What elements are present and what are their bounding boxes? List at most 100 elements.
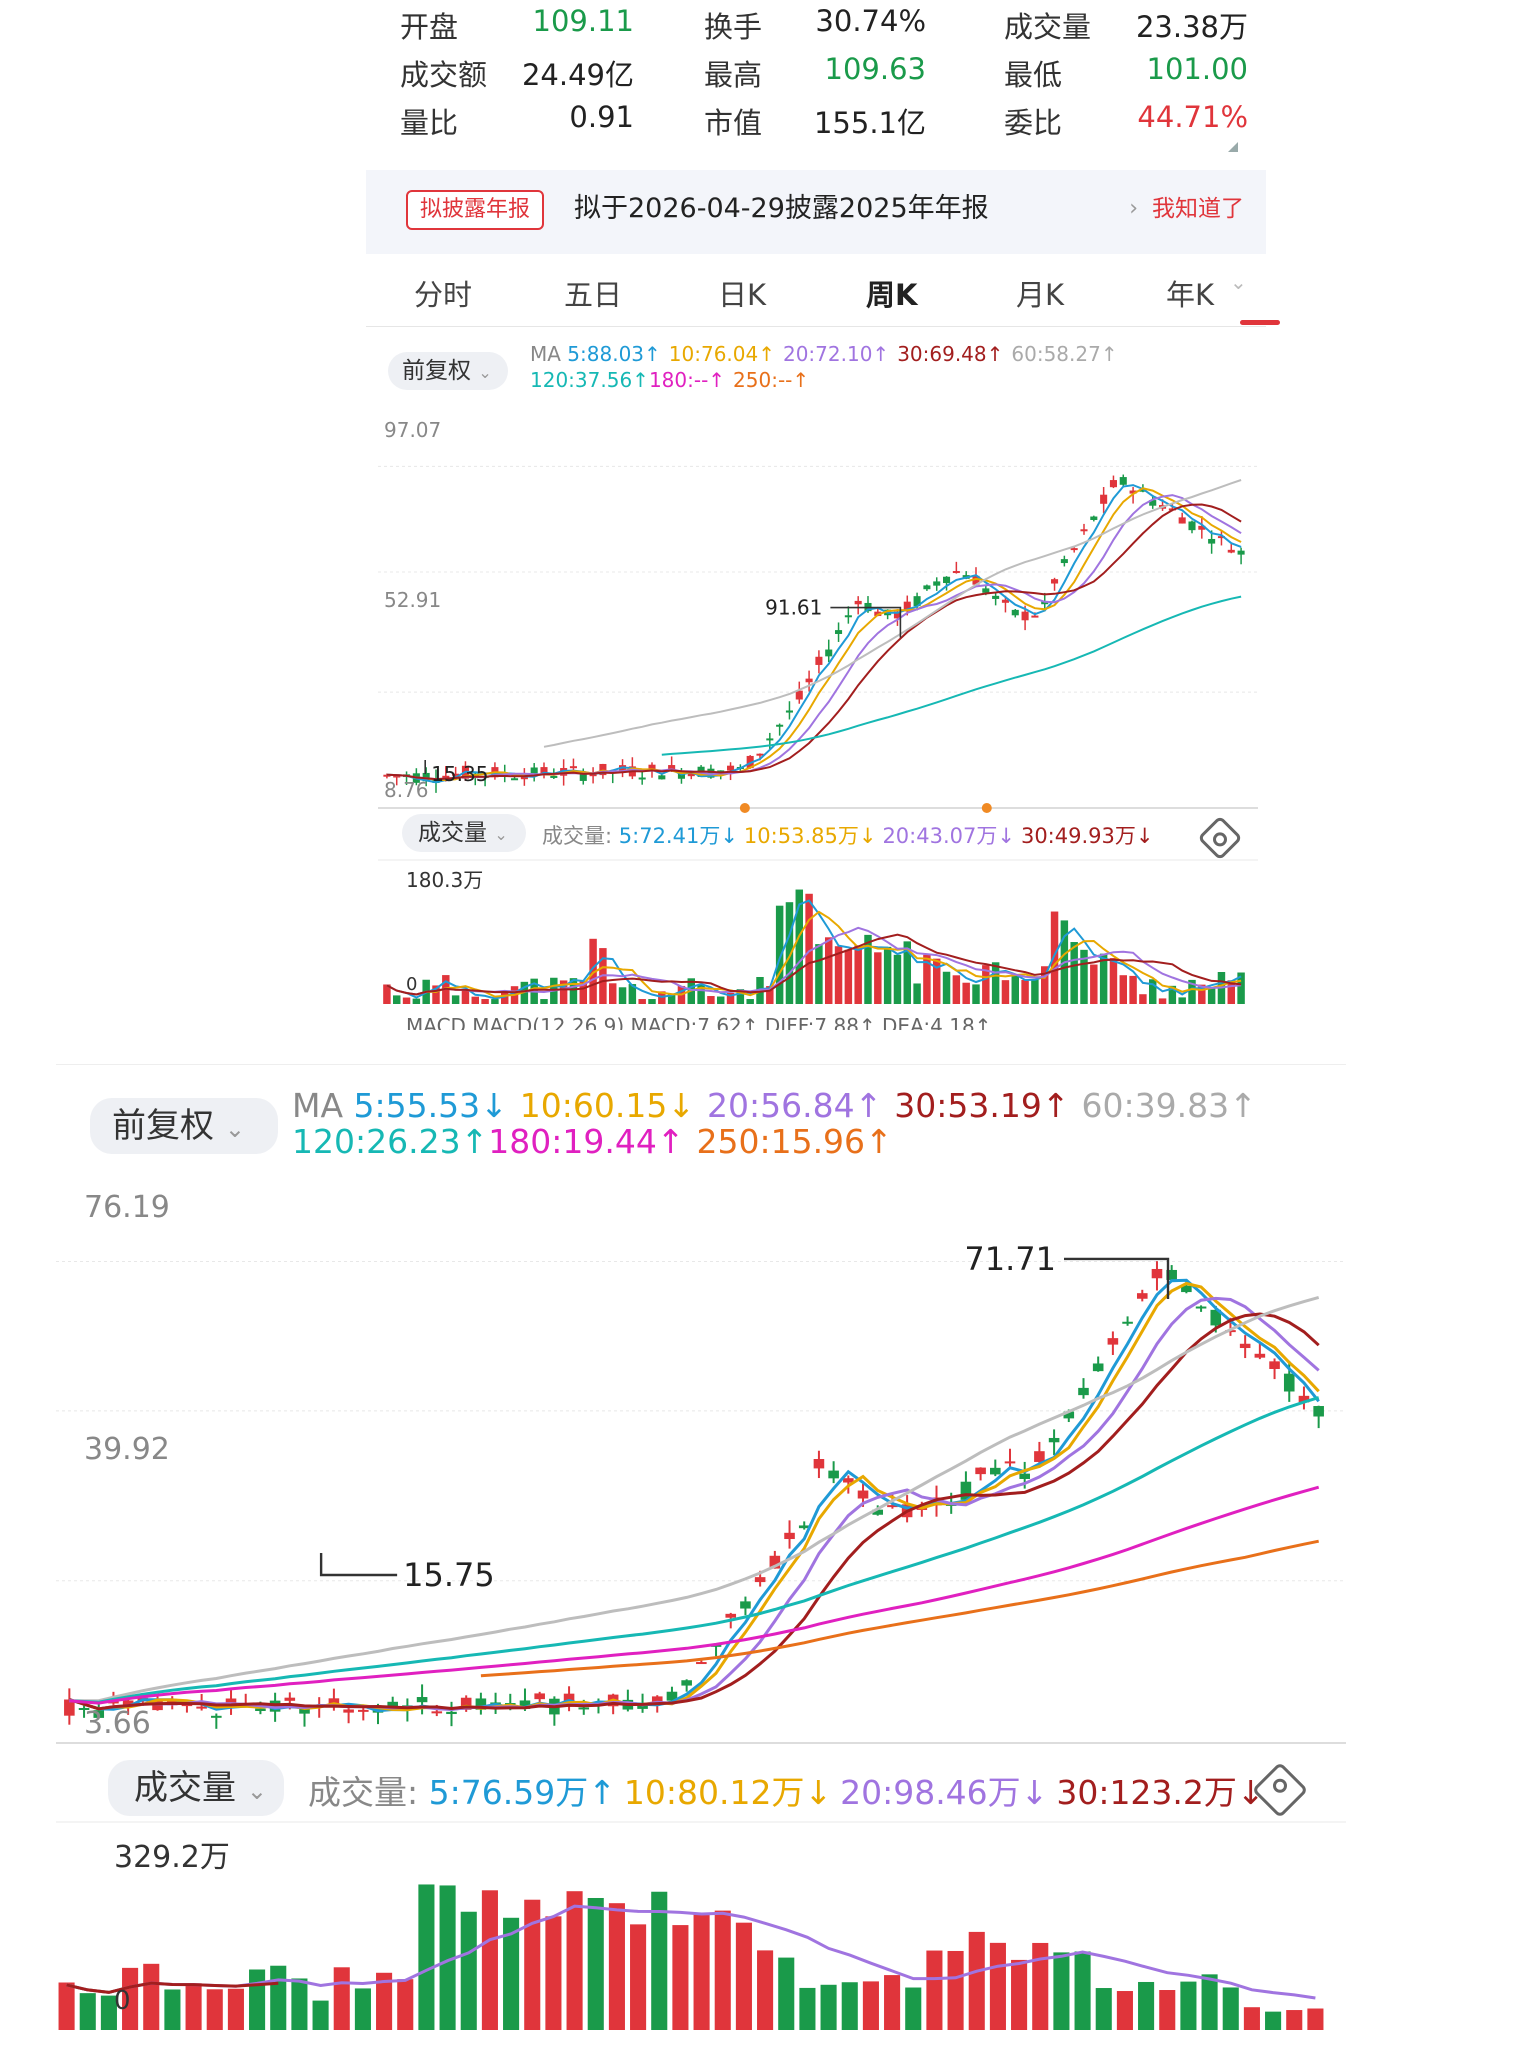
volume-bar [648, 999, 656, 1004]
chevron-down-icon: ⌄ [478, 363, 492, 382]
volume-bar [766, 986, 774, 1004]
volume-bar [143, 1963, 160, 2030]
volume-bar [805, 893, 813, 1004]
candle-body [872, 1509, 884, 1515]
volume-bar [1138, 1981, 1155, 2030]
candle-body [825, 649, 833, 657]
volume-bar [579, 980, 588, 1004]
tab-3[interactable]: 周K [866, 278, 918, 312]
quote-value: 0.91 [569, 100, 634, 134]
volume-bar [628, 984, 637, 1004]
volume-bar [630, 1924, 647, 2030]
candle-body [1239, 1343, 1251, 1349]
candle-body [658, 775, 666, 780]
top-ymin-label: 8.76 [384, 778, 429, 802]
candle-body [651, 1696, 663, 1705]
candle-body [460, 1697, 472, 1710]
volume-indicator-select-large[interactable]: 成交量 ⌄ [108, 1760, 284, 1816]
macd-text: MACD MACD(12,26,9) MACD:7.62↑ DIFF:7.88↑… [406, 1014, 992, 1030]
volume-bar [923, 954, 931, 1004]
volume-bar [392, 995, 401, 1004]
candle-body [578, 1707, 590, 1710]
candle-body [1122, 1321, 1133, 1324]
volume-bar [735, 1922, 752, 2030]
volume-bar [693, 1913, 710, 2030]
candle-body [960, 1481, 972, 1500]
volume-ma-value: 10:53.85万↓ [743, 824, 877, 848]
tab-0[interactable]: 分时 [414, 278, 473, 312]
candle-body [1001, 599, 1009, 603]
tab-4[interactable]: 月K [1016, 278, 1065, 312]
volume-bar [746, 999, 754, 1004]
volume-indicator-select[interactable]: 成交量 ⌄ [402, 814, 526, 852]
ma-250-line [480, 1539, 1319, 1678]
volume-bar [402, 997, 411, 1004]
candle-body [431, 1711, 443, 1714]
volume-bar [397, 1979, 414, 2030]
quote-value: 109.11 [532, 4, 634, 38]
candle-body [383, 774, 391, 777]
ma-10-line [68, 1281, 1320, 1712]
candle-body [550, 775, 558, 778]
volume-bar [1119, 975, 1128, 1004]
candle-body [740, 1601, 751, 1609]
candle-body [1139, 489, 1147, 492]
volume-bar [618, 987, 627, 1004]
chevron-down-icon[interactable]: ⌄ [1230, 270, 1247, 294]
adjust-select[interactable]: 前复权 ⌄ [388, 352, 508, 390]
top-ymid-label: 52.91 [384, 588, 442, 612]
candle-body [1149, 500, 1157, 506]
volume-bar [1070, 942, 1078, 1004]
settings-hexagon-icon[interactable] [1197, 815, 1243, 861]
candle-body [1019, 1473, 1030, 1479]
tab-5[interactable]: 年K [1166, 278, 1215, 312]
tab-1[interactable]: 五日 [564, 278, 623, 312]
adjust-select-large[interactable]: 前复权 ⌄ [90, 1098, 278, 1154]
top-volume-ma: 成交量: 5:72.41万↓ 10:53.85万↓ 20:43.07万↓ 30:49.… [542, 820, 1159, 850]
candle-body [540, 767, 548, 774]
volume-bar [491, 999, 499, 1004]
volume-bar [291, 1978, 308, 2030]
candle-body [534, 1693, 545, 1700]
candle-body [857, 1490, 869, 1499]
volume-bar [164, 1989, 181, 2030]
bottom-volume-max-label: 329.2万 [114, 1840, 230, 1875]
quote-label: 最高 [704, 58, 763, 92]
candle-body [1151, 1268, 1163, 1279]
candle-body [805, 678, 813, 683]
quote-label: 量比 [400, 106, 459, 140]
section-divider [56, 1064, 1346, 1065]
volume-ma-20-line [66, 1904, 1316, 2000]
ma-60-line [69, 1295, 1320, 1703]
candle-body [284, 1697, 296, 1701]
dismiss-notice-button[interactable]: 我知道了 [1152, 196, 1244, 222]
volume-bar [883, 946, 892, 1004]
candle-body [1021, 611, 1029, 621]
candle-body [717, 770, 725, 773]
candle-body [619, 765, 627, 773]
candle-body [990, 1467, 1001, 1475]
top-candlestick-chart[interactable]: 91.61 15.35 [378, 410, 1258, 813]
bottom-candlestick-chart[interactable]: 71.71 15.75 [56, 1180, 1346, 1745]
ma-value: 120:26.23↑ [292, 1122, 489, 1161]
chevron-down-icon: ⌄ [224, 1115, 245, 1143]
volume-bar [864, 934, 872, 1004]
volume-bar [569, 978, 578, 1004]
candle-body [843, 1478, 854, 1483]
volume-bar [587, 1897, 604, 2030]
volume-bar [471, 996, 480, 1004]
volume-bar [844, 949, 853, 1004]
volume-ma-value: 20:98.46万↓ [840, 1773, 1049, 1812]
quote-label: 最低 [1004, 58, 1063, 92]
volume-bar [1158, 998, 1167, 1004]
tab-2[interactable]: 日K [718, 278, 767, 312]
ma-value: 250:--↑ [733, 368, 810, 392]
quote-row: 量比 0.91 市值 155.1亿 委比 44.71% [400, 96, 1280, 144]
candle-body [589, 774, 597, 777]
volume-bar [716, 996, 725, 1004]
candle-body [432, 779, 440, 783]
candle-body [1227, 549, 1235, 553]
volume-label-large: 成交量 [134, 1768, 236, 1808]
candle-body [931, 1497, 942, 1506]
volume-bar [834, 946, 843, 1004]
